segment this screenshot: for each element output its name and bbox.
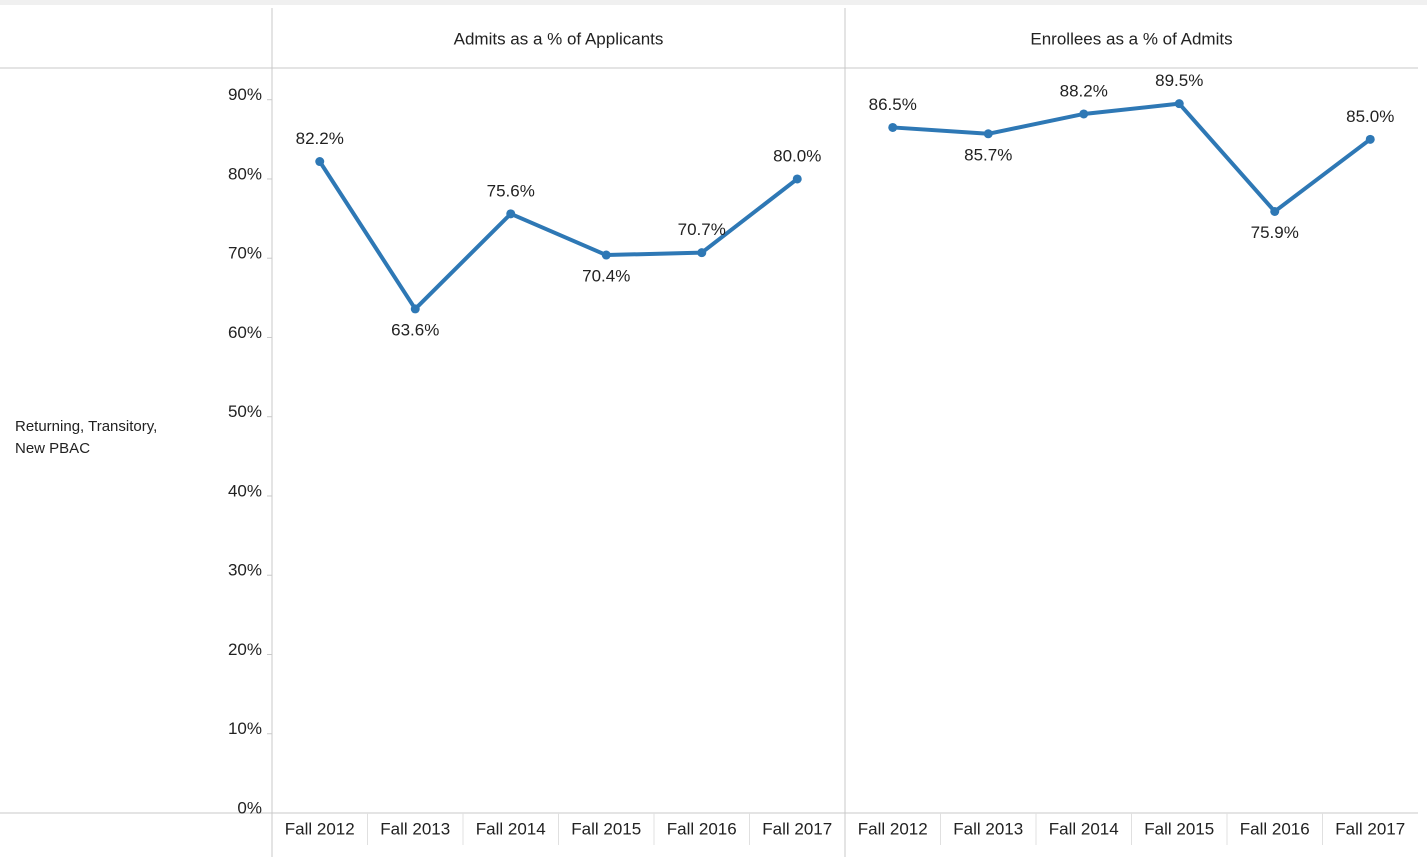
row-label: Returning, Transitory, xyxy=(15,418,157,435)
y-tick-label: 70% xyxy=(228,244,262,263)
data-label: 85.0% xyxy=(1346,107,1394,126)
data-label: 82.2% xyxy=(296,129,344,148)
top-band xyxy=(0,0,1427,5)
point xyxy=(506,209,516,219)
point xyxy=(983,129,993,139)
x-tick-label: Fall 2012 xyxy=(858,819,928,838)
row-label: New PBAC xyxy=(15,440,90,457)
x-tick-label: Fall 2017 xyxy=(1335,819,1405,838)
point xyxy=(1079,109,1089,119)
data-label: 70.4% xyxy=(582,267,630,286)
x-tick-label: Fall 2017 xyxy=(762,819,832,838)
x-tick-label: Fall 2016 xyxy=(667,819,737,838)
point xyxy=(410,304,420,314)
data-label: 75.9% xyxy=(1251,223,1299,242)
data-label: 70.7% xyxy=(678,220,726,239)
x-tick-label: Fall 2013 xyxy=(380,819,450,838)
data-label: 75.6% xyxy=(487,181,535,200)
data-label: 63.6% xyxy=(391,320,439,339)
y-tick-label: 0% xyxy=(237,798,262,817)
point xyxy=(1174,99,1184,109)
x-tick-label: Fall 2014 xyxy=(1049,819,1119,838)
x-tick-label: Fall 2013 xyxy=(953,819,1023,838)
y-tick-label: 80% xyxy=(228,164,262,183)
column-header: Admits as a % of Applicants xyxy=(454,29,664,48)
point xyxy=(601,250,611,260)
point xyxy=(315,157,325,167)
data-label: 86.5% xyxy=(869,95,917,114)
data-label: 80.0% xyxy=(773,146,821,165)
y-tick-label: 60% xyxy=(228,323,262,342)
column-header: Enrollees as a % of Admits xyxy=(1030,29,1232,48)
y-tick-label: 20% xyxy=(228,640,262,659)
data-label: 88.2% xyxy=(1060,81,1108,100)
x-tick-label: Fall 2015 xyxy=(571,819,641,838)
y-tick-label: 30% xyxy=(228,561,262,580)
y-tick-label: 40% xyxy=(228,481,262,500)
y-tick-label: 90% xyxy=(228,85,262,104)
x-tick-label: Fall 2014 xyxy=(476,819,546,838)
series-line xyxy=(892,101,1372,214)
point xyxy=(888,122,898,132)
data-label: 85.7% xyxy=(964,145,1012,164)
y-tick-label: 10% xyxy=(228,719,262,738)
point xyxy=(792,174,802,184)
point xyxy=(1365,134,1375,144)
x-tick-label: Fall 2015 xyxy=(1144,819,1214,838)
y-tick-label: 50% xyxy=(228,402,262,421)
data-label: 89.5% xyxy=(1155,71,1203,90)
point xyxy=(697,248,707,258)
point xyxy=(1270,206,1280,216)
x-tick-label: Fall 2012 xyxy=(285,819,355,838)
x-tick-label: Fall 2016 xyxy=(1240,819,1310,838)
series-line xyxy=(318,160,799,311)
